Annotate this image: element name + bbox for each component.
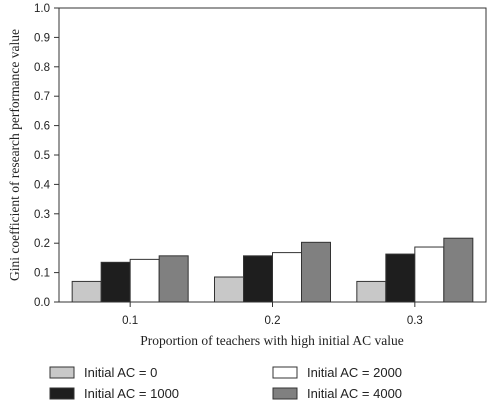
bar (129, 258, 160, 303)
y-tick-label: 0.8 (34, 62, 50, 74)
bar (443, 237, 474, 303)
y-tick-label: 0.2 (34, 238, 50, 250)
y-axis-label: Gini coefficient of research performance… (7, 29, 22, 281)
y-tick-label: 0.5 (34, 150, 50, 162)
legend-swatch (272, 366, 298, 379)
bar (158, 255, 189, 303)
bar (385, 253, 416, 303)
x-tick-label: 0.1 (122, 315, 138, 327)
legend-swatch (49, 387, 75, 400)
y-axis: 0.0 0.1 0.2 0.3 0.4 0.5 0.6 0.7 0.8 0.9 1.0 (34, 3, 59, 309)
legend-label: Initial AC = 2000 (307, 365, 402, 380)
legend: Initial AC = 0 Initial AC = 1000 Initial A… (49, 365, 402, 401)
bar (301, 241, 331, 303)
x-tick-label: 0.3 (407, 315, 423, 327)
y-tick-label: 0.4 (34, 179, 51, 191)
bar (414, 246, 445, 303)
legend-swatch (272, 387, 298, 400)
legend-label: Initial AC = 1000 (84, 386, 179, 401)
bar (243, 255, 273, 303)
bar (71, 280, 102, 303)
x-tick-label: 0.2 (265, 315, 281, 327)
bar (356, 280, 387, 303)
y-tick-label: 0.1 (34, 268, 50, 280)
y-tick-label: 1.0 (34, 3, 50, 15)
y-tick-label: 0.3 (34, 209, 50, 221)
y-tick-label: 0.0 (34, 297, 50, 309)
bar (272, 252, 302, 303)
bar (100, 261, 131, 303)
y-tick-label: 0.7 (34, 91, 50, 103)
legend-label: Initial AC = 4000 (307, 386, 402, 401)
y-tick-label: 0.6 (34, 121, 50, 133)
legend-swatch (49, 366, 75, 379)
legend-label: Initial AC = 0 (84, 365, 157, 380)
bar-group (71, 237, 474, 303)
x-axis-label: Proportion of teachers with high initial… (140, 333, 404, 348)
y-tick-label: 0.9 (34, 32, 50, 44)
x-axis: 0.1 0.2 0.3 (122, 302, 423, 327)
bar (214, 276, 244, 303)
